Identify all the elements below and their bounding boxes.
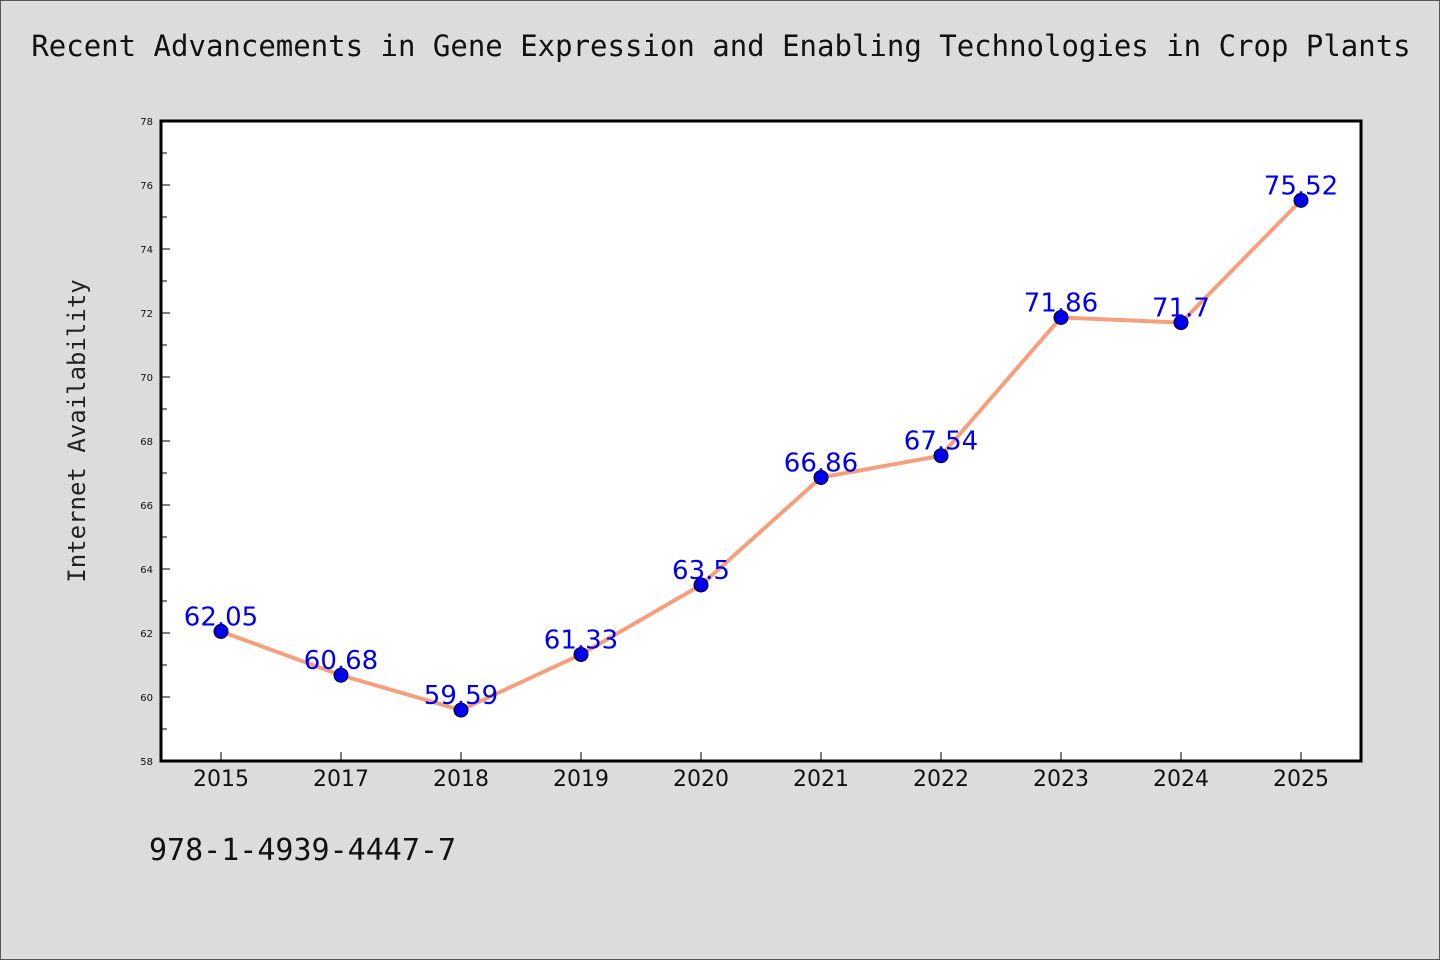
y-tick-label: 62 — [140, 629, 153, 640]
data-label: 75.52 — [1264, 171, 1338, 201]
data-label: 71.7 — [1152, 294, 1210, 324]
y-tick-label: 60 — [140, 693, 153, 704]
footer-code: 978-1-4939-4447-7 — [149, 833, 457, 868]
data-point — [1053, 309, 1069, 325]
data-point — [933, 448, 949, 464]
data-point — [1293, 192, 1309, 208]
x-axis: 2015 2017 2018 2019 2020 2021 2022 2023 2024 2025 — [193, 752, 1329, 792]
x-tick-label: 2020 — [673, 767, 729, 792]
data-point — [693, 577, 709, 593]
data-label: 62.05 — [184, 602, 258, 632]
chart-title: Recent Advancements in Gene Expression a… — [31, 29, 1411, 63]
x-tick-label: 2024 — [1153, 767, 1209, 792]
x-tick-label: 2022 — [913, 767, 969, 792]
x-tick-label: 2023 — [1033, 767, 1089, 792]
y-tick-label: 68 — [140, 437, 153, 448]
data-label: 60.68 — [304, 646, 378, 676]
data-point — [813, 469, 829, 485]
x-tick-label: 2021 — [793, 767, 849, 792]
data-label: 61.33 — [544, 625, 618, 655]
data-label: 59.59 — [424, 681, 498, 711]
y-axis: 58 60 62 64 66 68 70 72 74 76 78 — [140, 117, 170, 768]
data-point — [333, 667, 349, 683]
x-tick-label: 2017 — [313, 767, 369, 792]
data-label: 63.5 — [672, 556, 730, 586]
x-tick-label: 2019 — [553, 767, 609, 792]
y-tick-label: 78 — [140, 117, 153, 128]
plot-area — [161, 121, 1361, 761]
y-tick-label: 64 — [140, 565, 153, 576]
data-label: 71.86 — [1024, 288, 1098, 318]
data-point — [573, 646, 589, 662]
y-tick-label: 76 — [140, 181, 153, 192]
y-tick-label: 74 — [140, 245, 153, 256]
x-tick-label: 2025 — [1273, 767, 1329, 792]
y-tick-label: 70 — [140, 373, 153, 384]
plot-frame — [159, 119, 1363, 763]
y-tick-label: 66 — [140, 501, 153, 512]
data-label: 67.54 — [904, 427, 978, 457]
x-tick-label: 2015 — [193, 767, 249, 792]
y-tick-label: 72 — [140, 309, 153, 320]
data-label: 66.86 — [784, 448, 858, 478]
series-layer: 62.05 60.68 59.59 61.33 63.5 66.86 67.54 71.86 7… — [184, 171, 1338, 718]
data-point — [1173, 315, 1189, 331]
y-axis-label: Internet Availability — [63, 279, 91, 582]
x-tick-label: 2018 — [433, 767, 489, 792]
y-tick-label: 58 — [140, 757, 153, 768]
data-point — [453, 702, 469, 718]
series-line — [219, 198, 1303, 713]
data-point — [213, 623, 229, 639]
